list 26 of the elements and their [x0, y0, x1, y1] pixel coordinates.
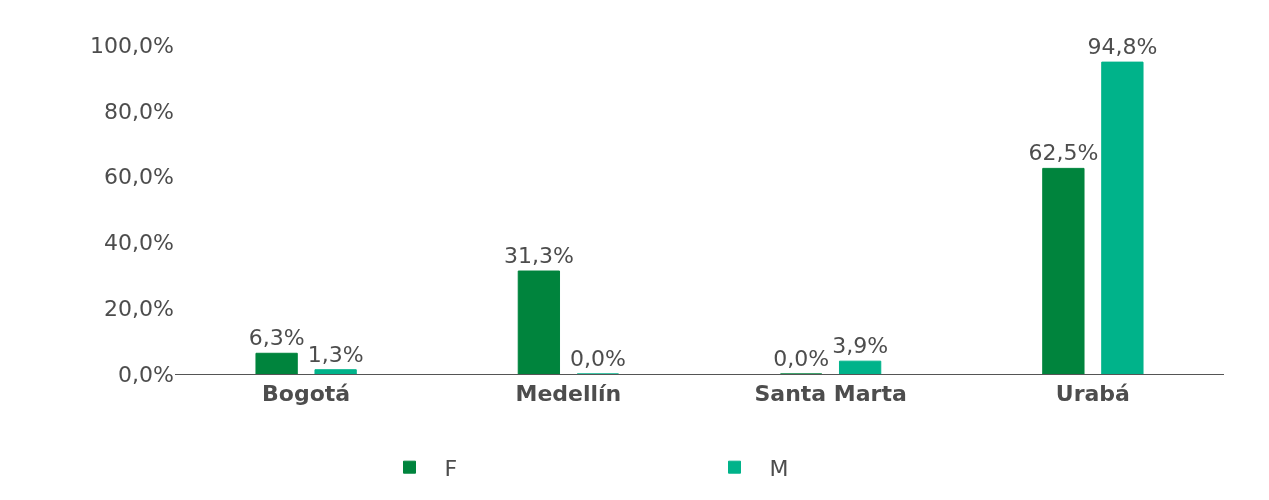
- legend-label: M: [769, 455, 789, 481]
- y-tick-label: 100,0%: [90, 32, 174, 58]
- data-label: 1,3%: [307, 341, 364, 367]
- data-label: 94,8%: [1087, 34, 1158, 60]
- bar: [314, 369, 357, 374]
- y-tick-label: 20,0%: [104, 295, 174, 321]
- x-tick-label: Urabá: [1055, 381, 1130, 407]
- y-tick-label: 0,0%: [118, 361, 174, 387]
- data-label: 3,9%: [832, 333, 889, 359]
- bar: [1042, 167, 1085, 374]
- bar: [838, 360, 882, 374]
- y-tick-label: 40,0%: [104, 230, 174, 256]
- data-label: 0,0%: [773, 346, 830, 371]
- bar: [255, 352, 298, 374]
- bar: [517, 270, 561, 374]
- data-label: 0,0%: [569, 346, 626, 371]
- x-tick-label: Santa Marta: [754, 381, 907, 407]
- legend-label: F: [444, 455, 458, 481]
- data-label: 6,3%: [248, 325, 305, 351]
- x-tick-label: Bogotá: [262, 381, 351, 407]
- data-label: 62,5%: [1028, 140, 1099, 166]
- y-tick-label: 60,0%: [104, 164, 174, 190]
- data-label: 31,3%: [503, 243, 574, 269]
- bar: [1101, 61, 1144, 374]
- y-tick-label: 80,0%: [104, 98, 174, 124]
- x-tick-label: Medellín: [515, 381, 622, 407]
